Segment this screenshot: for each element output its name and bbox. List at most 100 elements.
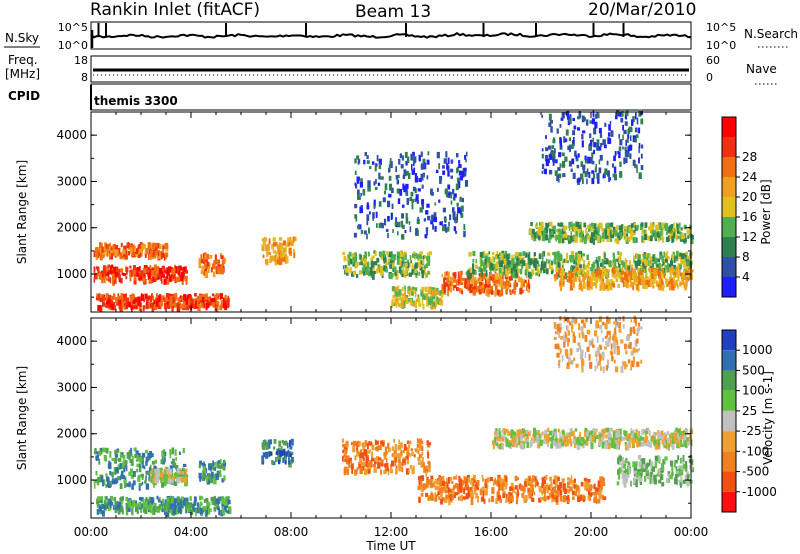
heatmap-cell [127, 242, 130, 249]
heatmap-cell [99, 474, 103, 480]
heatmap-cell [373, 250, 376, 254]
heatmap-cell [418, 479, 422, 485]
heatmap-cell [570, 168, 573, 173]
power-heatmap-cells [93, 109, 694, 313]
heatmap-cell [687, 260, 689, 267]
heatmap-cell [354, 455, 357, 461]
heatmap-cell [561, 229, 564, 234]
heatmap-cell [428, 299, 432, 306]
heatmap-cell [622, 134, 624, 141]
heatmap-cell [146, 499, 150, 503]
heatmap-cell [481, 282, 485, 289]
heatmap-cell [683, 439, 687, 447]
heatmap-cell [625, 110, 629, 116]
heatmap-cell [137, 300, 141, 307]
heatmap-cell [554, 170, 558, 176]
heatmap-cell [666, 250, 669, 255]
heatmap-cell [618, 263, 621, 269]
heatmap-cell [146, 266, 151, 274]
heatmap-cell [216, 266, 220, 274]
heatmap-cell [561, 267, 564, 272]
heatmap-cell [396, 251, 400, 256]
heatmap-cell [557, 484, 561, 491]
heatmap-cell [661, 236, 665, 243]
heatmap-cell [344, 444, 348, 451]
heatmap-cell [385, 462, 389, 468]
heatmap-cell [287, 442, 289, 449]
heatmap-cell [406, 440, 411, 444]
heatmap-cell [157, 243, 160, 249]
heatmap-cell [558, 152, 562, 158]
heatmap-cell [136, 463, 140, 468]
heatmap-cell [354, 158, 357, 164]
heatmap-cell [578, 267, 581, 272]
heatmap-cell [669, 225, 671, 230]
heatmap-cell [176, 304, 179, 312]
heatmap-cell [427, 452, 430, 459]
heatmap-cell [363, 263, 366, 270]
heatmap-cell [584, 479, 587, 487]
heatmap-cell [680, 258, 683, 265]
heatmap-cell [527, 279, 530, 285]
heatmap-cell [161, 271, 164, 278]
freq-right-tick-bottom: 0 [706, 71, 713, 84]
heatmap-cell [563, 225, 567, 232]
heatmap-cell [612, 257, 615, 262]
heatmap-cell [559, 137, 562, 144]
heatmap-cell [527, 265, 531, 269]
heatmap-cell [118, 304, 121, 310]
heatmap-cell [193, 507, 197, 513]
heatmap-cell [586, 482, 590, 489]
heatmap-cell [433, 481, 436, 488]
heatmap-cell [652, 262, 654, 269]
heatmap-cell [168, 276, 172, 282]
heatmap-cell [560, 435, 564, 443]
heatmap-cell [156, 293, 158, 298]
heatmap-cell [369, 441, 373, 446]
heatmap-cell [563, 488, 567, 494]
heatmap-cell [683, 234, 685, 239]
colorbar-tick-label: 4 [742, 270, 750, 284]
heatmap-cell [452, 272, 455, 277]
heatmap-cell [477, 480, 480, 486]
heatmap-cell [571, 144, 574, 149]
power-x-ticks [90, 112, 692, 312]
heatmap-cell [582, 284, 585, 289]
heatmap-cell [463, 170, 467, 177]
heatmap-cell [269, 439, 273, 445]
heatmap-cell [489, 285, 493, 292]
heatmap-cell [486, 278, 489, 285]
heatmap-cell [418, 265, 421, 269]
heatmap-cell [466, 151, 468, 157]
heatmap-cell [490, 496, 495, 503]
heatmap-cell [426, 443, 431, 448]
heatmap-cell [388, 175, 392, 181]
heatmap-cell [568, 115, 571, 123]
heatmap-cell [177, 473, 180, 480]
heatmap-cell [398, 466, 402, 472]
heatmap-cell [119, 507, 122, 513]
heatmap-cell [612, 252, 615, 257]
heatmap-cell [514, 272, 519, 278]
heatmap-cell [378, 223, 382, 229]
heatmap-cell [586, 281, 590, 287]
heatmap-cell [607, 228, 610, 236]
heatmap-cell [408, 298, 411, 303]
heatmap-cell [558, 237, 561, 244]
heatmap-cell [226, 496, 230, 501]
heatmap-cell [434, 225, 437, 232]
heatmap-cell [661, 284, 664, 290]
heatmap-cell [350, 464, 354, 468]
heatmap-cell [598, 278, 602, 282]
heatmap-cell [635, 436, 639, 442]
heatmap-cell [350, 457, 353, 464]
heatmap-cell [360, 259, 363, 266]
heatmap-cell [140, 244, 144, 250]
heatmap-cell [387, 470, 390, 476]
heatmap-cell [423, 163, 426, 170]
heatmap-cell [156, 495, 159, 500]
heatmap-cell [126, 504, 129, 508]
heatmap-cell [421, 440, 424, 445]
heatmap-cell [278, 258, 283, 265]
heatmap-cell [447, 157, 450, 164]
